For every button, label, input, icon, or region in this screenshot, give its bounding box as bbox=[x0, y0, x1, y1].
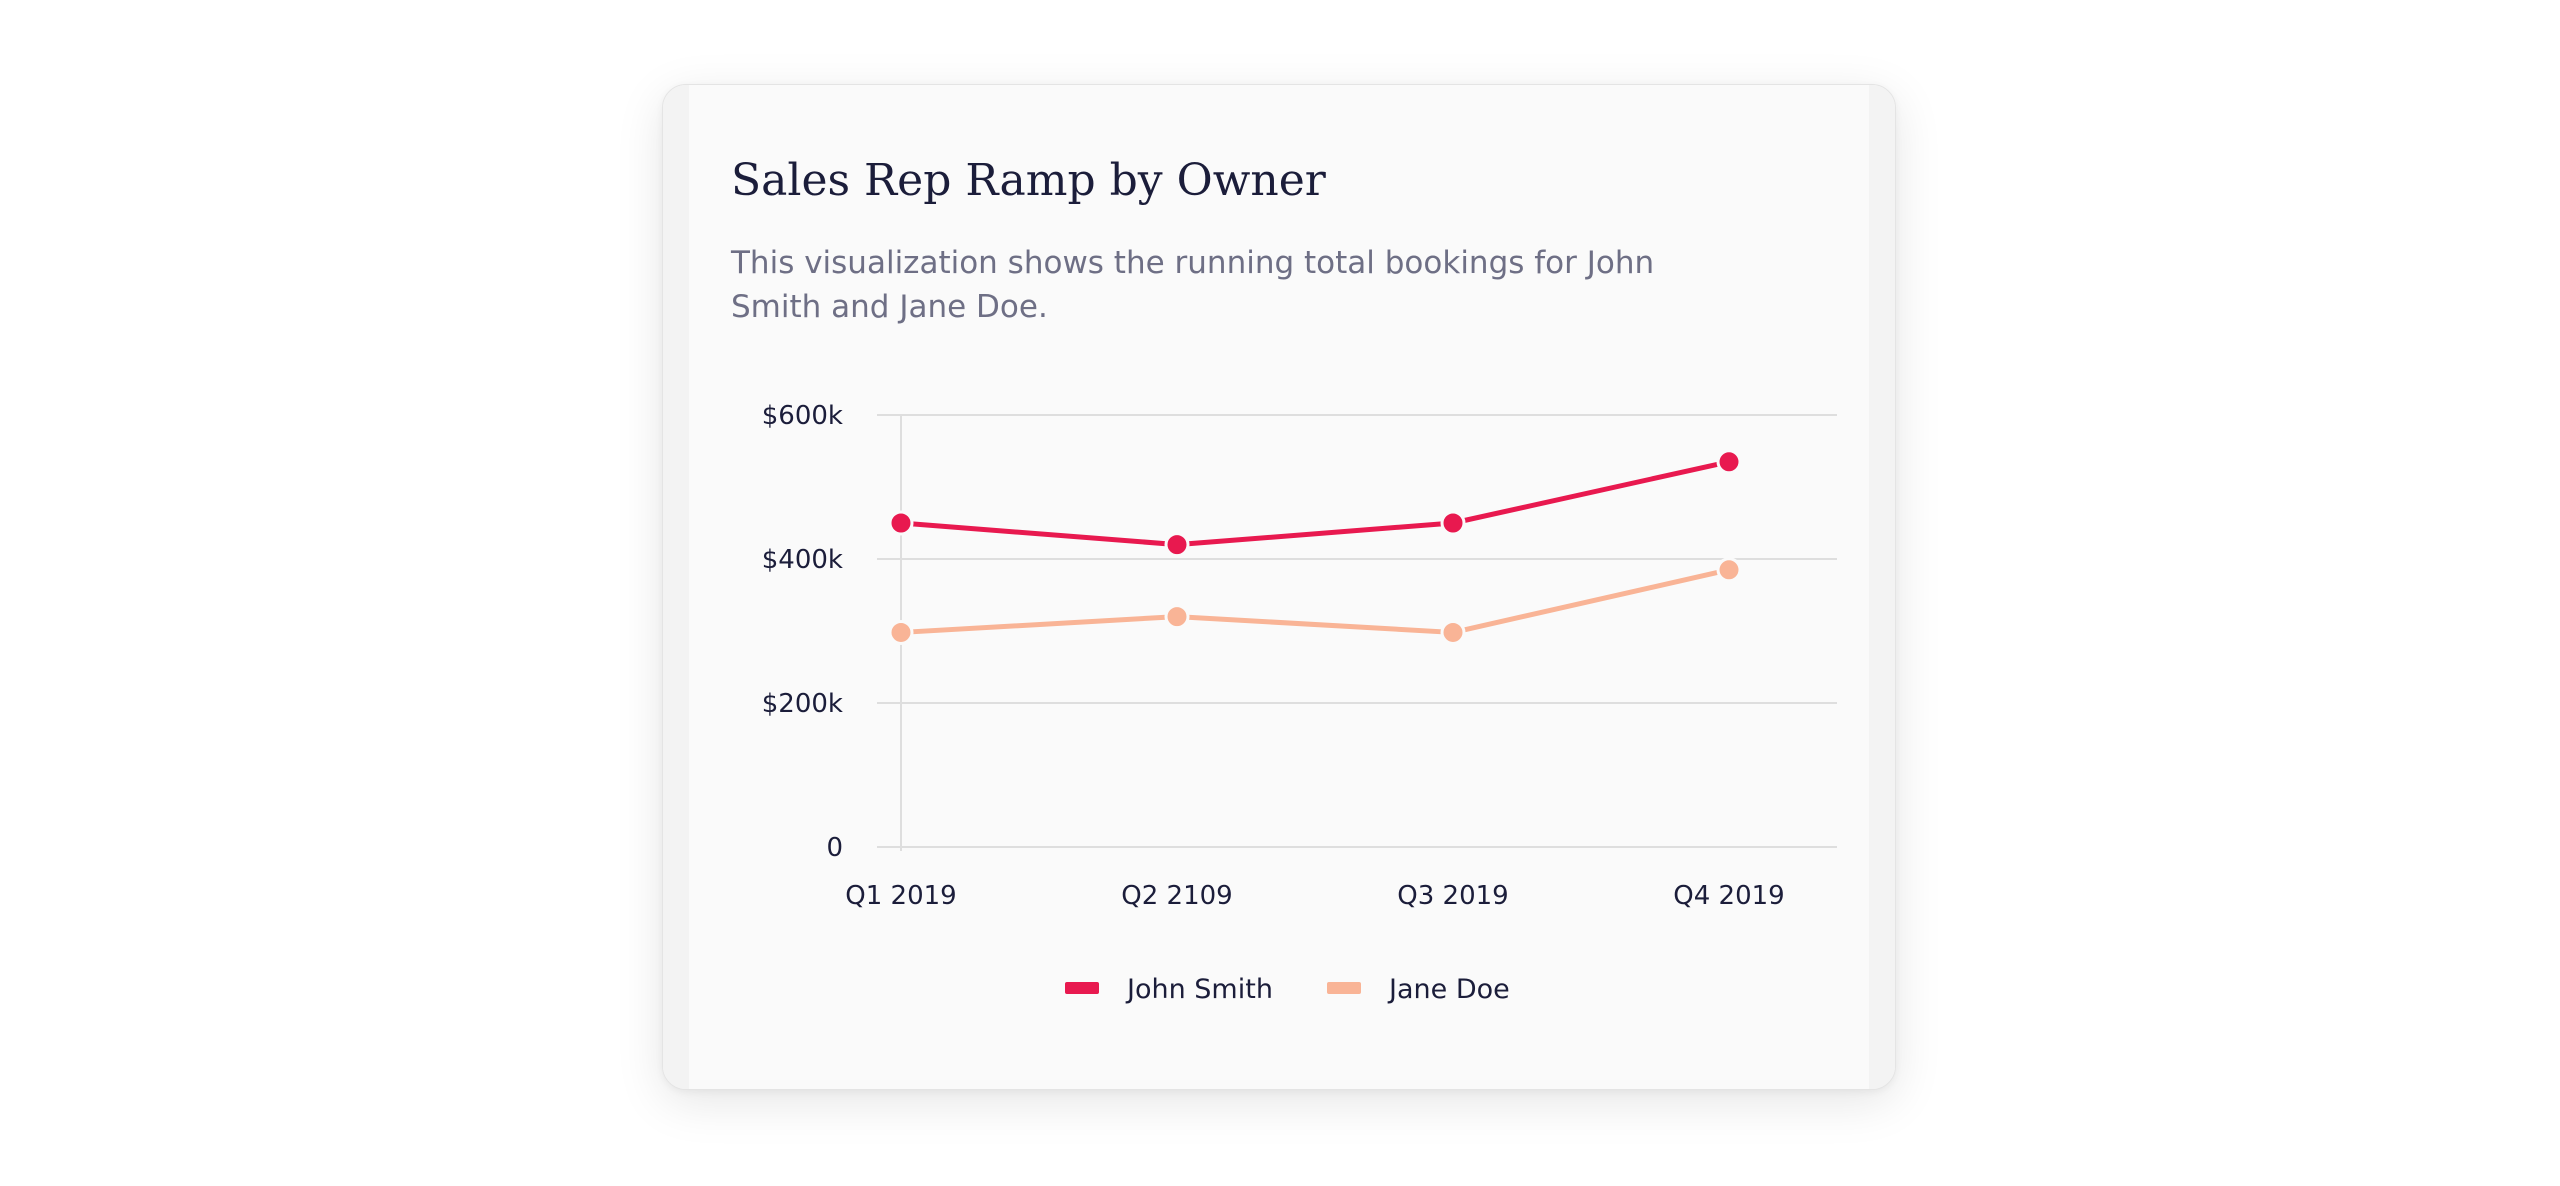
x-tick-label: Q3 2019 bbox=[1397, 881, 1508, 911]
data-point bbox=[1716, 449, 1742, 475]
data-point bbox=[888, 510, 914, 536]
series-line-1 bbox=[898, 567, 1732, 635]
data-point bbox=[1440, 510, 1466, 536]
y-tick-label: 0 bbox=[826, 833, 843, 863]
data-point bbox=[1716, 557, 1742, 583]
data-point bbox=[1440, 619, 1466, 645]
line-chart: 0 $200k $400k $600k Q1 2019 Q2 2109 Q3 2019 Q4 … bbox=[762, 401, 1837, 1005]
x-tick-label: Q4 2019 bbox=[1673, 881, 1784, 911]
legend-label: John Smith bbox=[1125, 974, 1273, 1005]
legend-swatch bbox=[1065, 982, 1099, 994]
legend-swatch bbox=[1327, 982, 1361, 994]
chart-title: Sales Rep Ramp by Owner bbox=[731, 155, 1326, 206]
y-tick-label: $600k bbox=[762, 401, 843, 431]
y-tick-label: $400k bbox=[762, 545, 843, 575]
x-tick-label: Q2 2109 bbox=[1121, 881, 1232, 911]
data-point bbox=[1164, 604, 1190, 630]
chart-card: Sales Rep Ramp by Owner This visualizati… bbox=[662, 84, 1896, 1090]
y-tick-label: $200k bbox=[762, 689, 843, 719]
chart-subtitle: This visualization shows the running tot… bbox=[731, 245, 1655, 325]
data-point bbox=[1164, 532, 1190, 558]
x-tick-label: Q1 2019 bbox=[845, 881, 956, 911]
series-line-0 bbox=[898, 459, 1732, 548]
data-point bbox=[888, 619, 914, 645]
legend-label: Jane Doe bbox=[1387, 974, 1510, 1005]
